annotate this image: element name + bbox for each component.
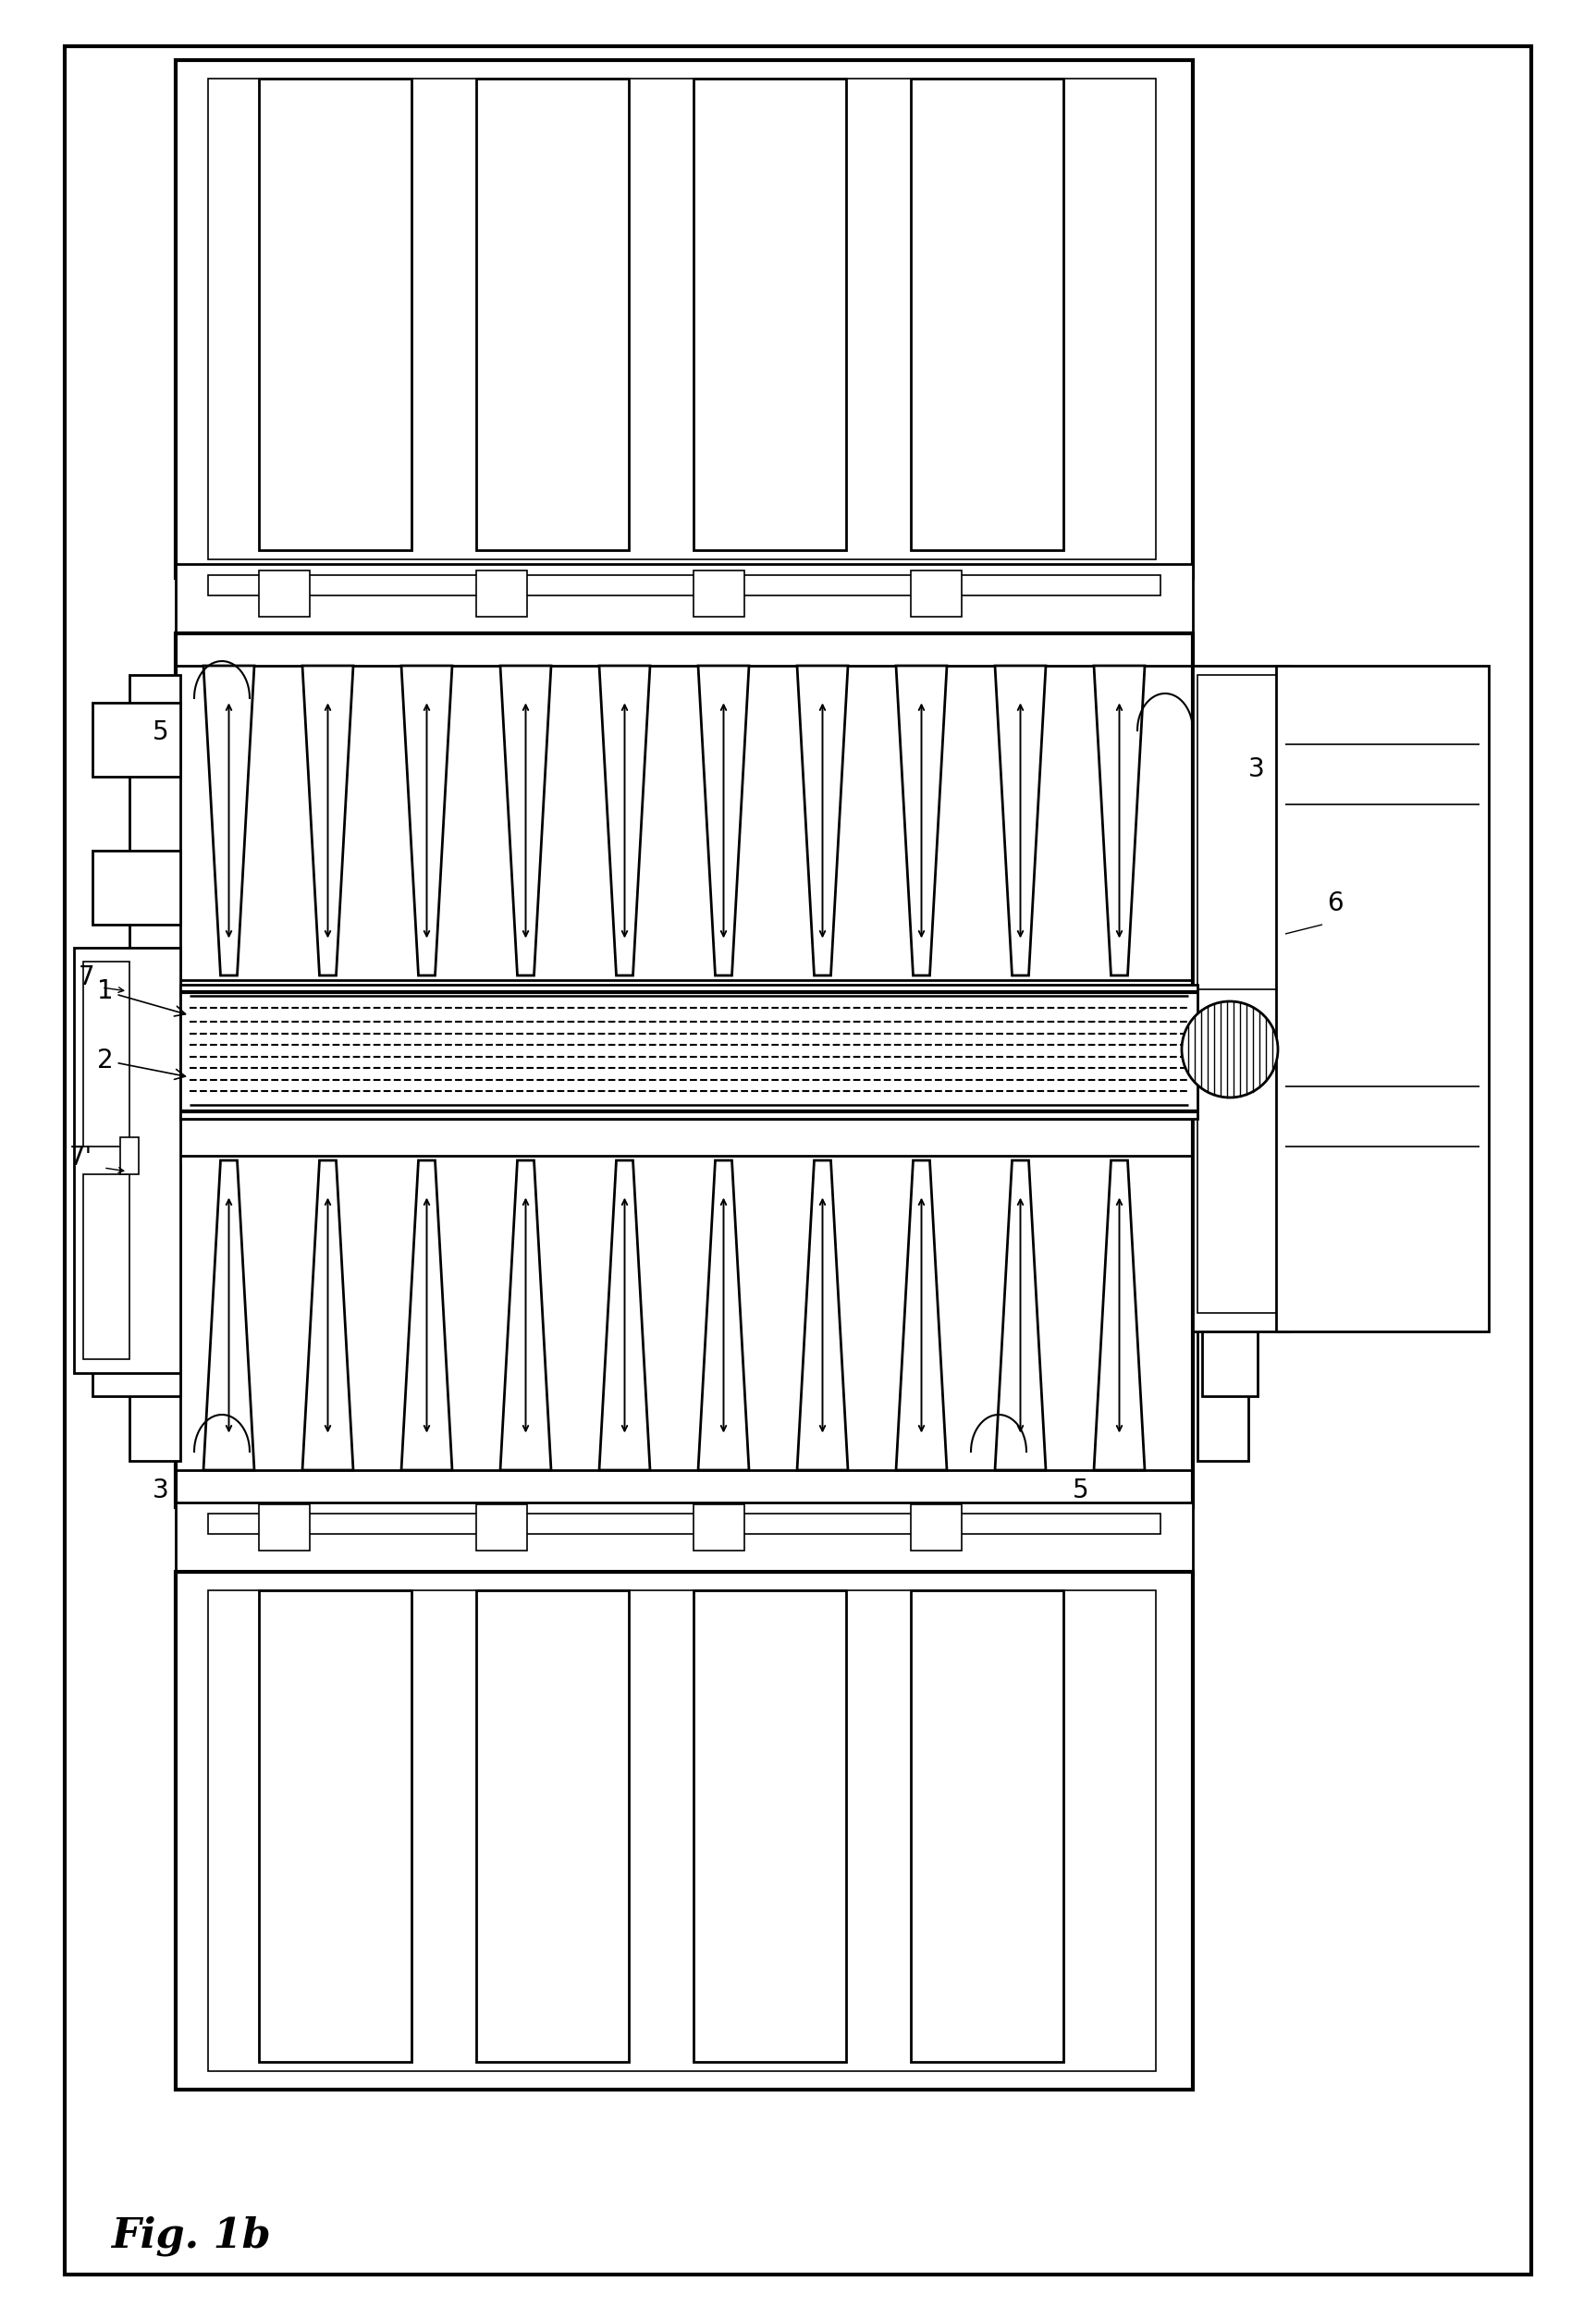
Bar	[694, 1590, 846, 2063]
Bar	[1197, 675, 1248, 971]
Bar	[129, 675, 180, 971]
Text: Fig. 1b: Fig. 1b	[112, 2216, 271, 2255]
Bar	[73, 948, 180, 1372]
Bar	[120, 1138, 139, 1175]
Text: 3: 3	[153, 1477, 169, 1504]
Bar	[476, 570, 527, 617]
Bar	[176, 1572, 1192, 2089]
Bar	[1197, 1055, 1280, 1312]
Bar	[1202, 851, 1258, 925]
Bar	[83, 1175, 129, 1358]
Text: 6: 6	[1326, 890, 1344, 916]
Bar	[1202, 1321, 1258, 1395]
Polygon shape	[1093, 665, 1144, 976]
Polygon shape	[697, 665, 749, 976]
Bar	[120, 1171, 180, 1344]
Polygon shape	[796, 1161, 847, 1470]
Bar	[1192, 665, 1290, 1331]
Polygon shape	[500, 1161, 551, 1470]
Text: 7: 7	[78, 964, 94, 990]
Bar	[129, 1166, 180, 1460]
Bar	[120, 976, 180, 1152]
Bar	[476, 79, 629, 549]
Polygon shape	[697, 1161, 749, 1470]
Polygon shape	[598, 1161, 650, 1470]
Polygon shape	[500, 665, 551, 976]
Polygon shape	[895, 1161, 946, 1470]
Polygon shape	[302, 665, 353, 976]
Bar	[1285, 879, 1452, 916]
Bar	[180, 985, 1197, 1120]
Bar	[1197, 1166, 1248, 1460]
Bar	[259, 1504, 310, 1551]
Text: 3: 3	[1248, 756, 1264, 781]
Bar	[1202, 1175, 1258, 1247]
Bar	[176, 563, 1192, 633]
Polygon shape	[994, 1161, 1045, 1470]
Text: 2: 2	[97, 1048, 185, 1080]
Bar	[476, 1504, 527, 1551]
Bar	[93, 1321, 180, 1395]
Bar	[93, 1175, 180, 1247]
Bar	[1285, 786, 1470, 837]
Text: 7': 7'	[69, 1145, 93, 1171]
Bar	[911, 1590, 1063, 2063]
Text: 1: 1	[97, 978, 185, 1015]
Bar	[259, 1590, 412, 2063]
Bar	[694, 1504, 744, 1551]
Bar	[911, 79, 1063, 549]
Bar	[207, 79, 1156, 559]
Text: 5: 5	[153, 719, 169, 744]
Polygon shape	[302, 1161, 353, 1470]
Bar	[176, 1120, 1192, 1507]
Bar	[176, 1502, 1192, 1572]
Text: 5: 5	[1073, 1477, 1088, 1504]
Circle shape	[1181, 1001, 1278, 1096]
Polygon shape	[895, 665, 946, 976]
Bar	[1197, 675, 1280, 990]
Bar	[207, 1514, 1160, 1535]
Bar	[129, 990, 168, 1045]
Polygon shape	[796, 665, 847, 976]
Bar	[83, 962, 129, 1147]
Bar	[694, 570, 744, 617]
Bar	[207, 1590, 1156, 2070]
Bar	[911, 1504, 962, 1551]
Bar	[1285, 1152, 1470, 1194]
Bar	[1277, 665, 1489, 1331]
Bar	[176, 60, 1192, 577]
Bar	[129, 1184, 168, 1240]
Bar	[207, 575, 1160, 596]
Bar	[476, 1590, 629, 2063]
Bar	[1285, 1064, 1470, 1115]
Bar	[1202, 702, 1258, 777]
Bar	[93, 851, 180, 925]
Polygon shape	[1093, 1161, 1144, 1470]
Bar	[694, 79, 846, 549]
Bar	[911, 570, 962, 617]
Bar	[93, 702, 180, 777]
Polygon shape	[401, 665, 452, 976]
Polygon shape	[203, 1161, 254, 1470]
Polygon shape	[994, 665, 1045, 976]
Polygon shape	[401, 1161, 452, 1470]
Polygon shape	[598, 665, 650, 976]
Bar	[176, 633, 1192, 1022]
Bar	[1285, 702, 1470, 744]
Polygon shape	[203, 665, 254, 976]
Bar	[259, 570, 310, 617]
Bar	[259, 79, 412, 549]
